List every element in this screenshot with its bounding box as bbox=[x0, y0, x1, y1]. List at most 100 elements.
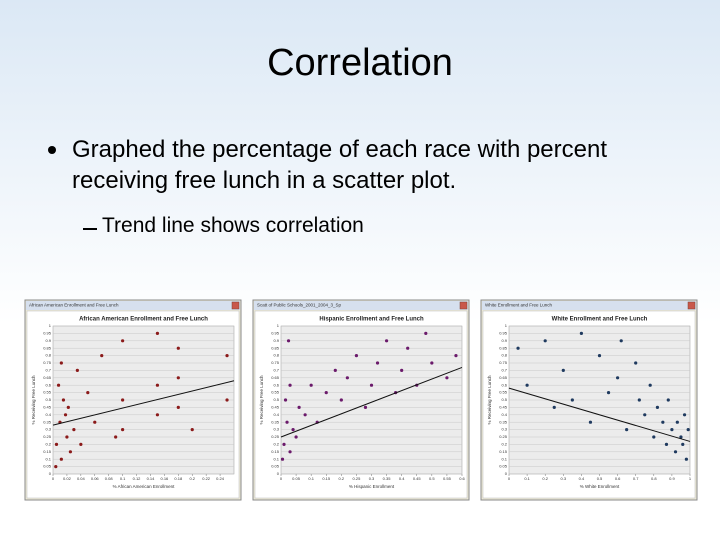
scatter-point bbox=[282, 442, 286, 446]
y-tick-label: 0.45 bbox=[43, 404, 52, 409]
window-title-bar bbox=[254, 301, 468, 310]
y-tick-label: 0.15 bbox=[271, 449, 280, 454]
x-tick-label: 0.6 bbox=[615, 476, 621, 481]
scatter-point bbox=[634, 361, 638, 365]
scatter-point bbox=[121, 428, 125, 432]
scatter-point bbox=[93, 420, 97, 424]
scatter-point bbox=[121, 398, 125, 402]
scatter-point bbox=[63, 413, 68, 417]
x-tick-label: 0 bbox=[52, 476, 55, 481]
trend-line bbox=[508, 387, 691, 442]
x-tick-label: 0.22 bbox=[202, 476, 211, 481]
scatter-point bbox=[670, 428, 674, 432]
x-axis-label: % White Enrollment bbox=[580, 484, 620, 489]
window-title-bar bbox=[26, 301, 240, 310]
y-tick-label: 0.1 bbox=[501, 456, 507, 461]
scatter-point bbox=[406, 346, 410, 350]
x-axis-label: % African American Enrollment bbox=[113, 484, 176, 489]
trend-line bbox=[280, 366, 463, 438]
scatter-point bbox=[59, 457, 63, 461]
scatter-point bbox=[561, 368, 565, 372]
chart-title: Hispanic Enrollment and Free Lunch bbox=[319, 317, 424, 323]
window-title: Scatt of Public Schools_2001_2004_3_Sp bbox=[257, 303, 342, 308]
scatter-point bbox=[54, 442, 59, 446]
sub-bullet-text: Trend line shows correlation bbox=[102, 214, 364, 237]
scatter-point bbox=[673, 450, 678, 454]
y-tick-label: 0.55 bbox=[499, 390, 508, 395]
y-tick-label: 0.75 bbox=[499, 360, 508, 365]
scatter-point bbox=[516, 346, 520, 350]
scatter-point bbox=[61, 398, 66, 402]
scatter-point bbox=[309, 383, 313, 387]
scatter-point bbox=[616, 376, 620, 380]
x-tick-label: 0.4 bbox=[399, 476, 405, 481]
scatter-point bbox=[384, 339, 389, 343]
y-tick-label: 0.8 bbox=[273, 353, 279, 358]
x-tick-label: 0.9 bbox=[669, 476, 675, 481]
x-tick-label: 0.04 bbox=[77, 476, 86, 481]
x-tick-label: 0.08 bbox=[105, 476, 114, 481]
scatter-point bbox=[666, 398, 670, 402]
x-tick-label: 0.2 bbox=[542, 476, 548, 481]
x-tick-label: 0.18 bbox=[174, 476, 183, 481]
x-tick-label: 0.12 bbox=[133, 476, 142, 481]
y-tick-label: 0 bbox=[505, 471, 508, 476]
scatter-point bbox=[100, 354, 104, 358]
scatter-point bbox=[339, 398, 343, 402]
y-tick-label: 0.55 bbox=[271, 390, 280, 395]
y-tick-label: 0.45 bbox=[271, 404, 280, 409]
scatter-point bbox=[675, 420, 679, 424]
scatter-point bbox=[445, 376, 449, 380]
scatter-point bbox=[56, 383, 61, 387]
y-tick-label: 0.05 bbox=[43, 464, 52, 469]
scatter-point bbox=[285, 420, 289, 424]
x-tick-label: 0.06 bbox=[91, 476, 100, 481]
scatter-point bbox=[68, 450, 73, 454]
x-tick-label: 0.2 bbox=[339, 476, 345, 481]
y-tick-label: 0.65 bbox=[271, 375, 280, 380]
y-tick-label: 0.55 bbox=[43, 390, 52, 395]
close-button bbox=[687, 301, 696, 310]
y-tick-label: 0.25 bbox=[43, 434, 52, 439]
scatter-point bbox=[79, 442, 83, 446]
y-tick-label: 0.6 bbox=[273, 382, 279, 387]
scatter-point bbox=[375, 361, 380, 365]
y-tick-label: 0.15 bbox=[499, 449, 508, 454]
y-tick-label: 0 bbox=[277, 471, 280, 476]
y-axis-label: % Receiving Free Lunch bbox=[259, 375, 264, 425]
bullet-marker bbox=[48, 146, 56, 154]
scatter-point bbox=[225, 398, 229, 402]
x-tick-label: 0 bbox=[280, 476, 283, 481]
y-tick-label: 0.05 bbox=[271, 464, 280, 469]
y-tick-label: 0.35 bbox=[271, 419, 280, 424]
y-tick-label: 0.05 bbox=[499, 464, 508, 469]
y-tick-label: 0.5 bbox=[45, 397, 51, 402]
y-tick-label: 0.7 bbox=[45, 367, 51, 372]
scatter-point bbox=[176, 405, 180, 409]
scatter-point bbox=[648, 383, 652, 387]
scatter-point bbox=[225, 354, 229, 358]
y-tick-label: 0.4 bbox=[45, 412, 51, 417]
scatter-point bbox=[176, 376, 180, 380]
x-tick-label: 0.45 bbox=[413, 476, 422, 481]
y-tick-label: 0.2 bbox=[45, 441, 51, 446]
chart-title: White Enrollment and Free Lunch bbox=[552, 317, 648, 323]
y-tick-label: 0.9 bbox=[273, 338, 279, 343]
y-tick-label: 0.35 bbox=[43, 419, 52, 424]
x-tick-label: 0.7 bbox=[633, 476, 639, 481]
x-tick-label: 1 bbox=[689, 476, 692, 481]
scatter-point bbox=[682, 413, 687, 417]
x-tick-label: 0.8 bbox=[651, 476, 657, 481]
scatter-point bbox=[288, 450, 292, 454]
scatter-point bbox=[59, 361, 63, 365]
x-tick-label: 0.1 bbox=[524, 476, 530, 481]
scatter-point bbox=[354, 354, 359, 358]
y-tick-label: 0.25 bbox=[499, 434, 508, 439]
y-tick-label: 0.6 bbox=[45, 382, 51, 387]
bullet-text: Graphed the percentage of each race with… bbox=[72, 136, 608, 194]
scatter-point bbox=[283, 398, 288, 402]
scatter-point bbox=[54, 465, 58, 469]
slide-title: Correlation bbox=[267, 42, 453, 84]
scatter-point bbox=[570, 398, 574, 402]
